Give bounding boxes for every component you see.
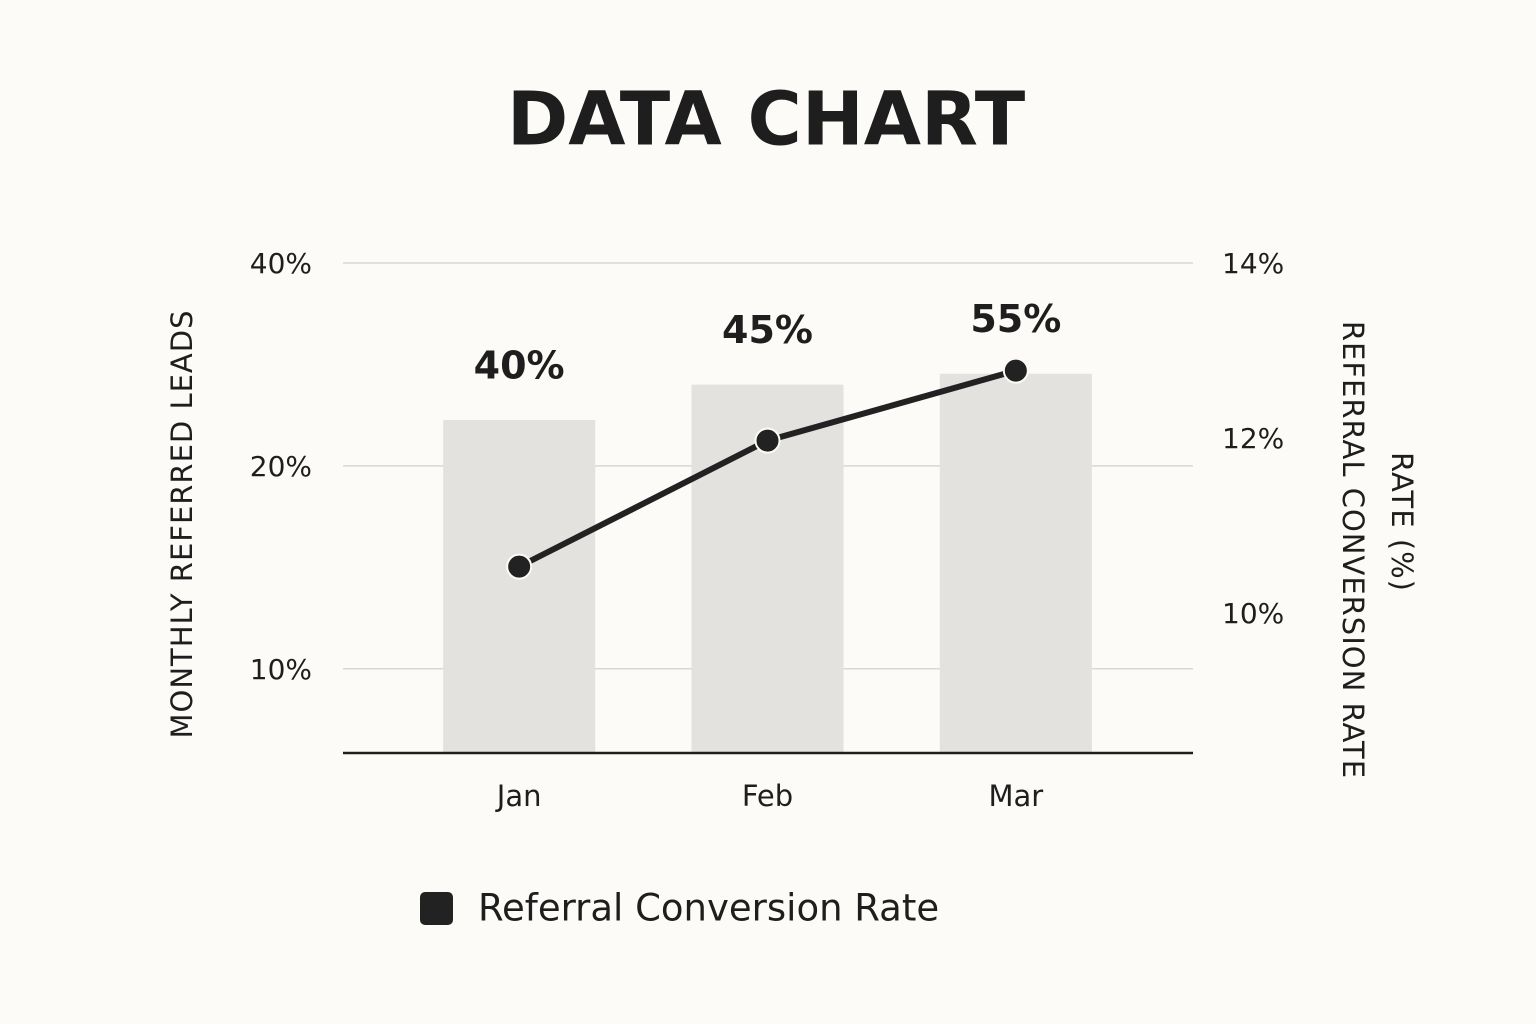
y2-tick-label: 10% — [1222, 597, 1284, 630]
annotation: 40% — [474, 343, 565, 387]
y-tick-label: 10% — [250, 653, 312, 686]
y2-axis-title: RATE (%) — [1385, 452, 1419, 592]
y-tick-label: 20% — [250, 450, 312, 483]
chart-title: DATA CHART — [507, 77, 1026, 163]
annotation: 45% — [722, 308, 813, 352]
annotation: 55% — [970, 297, 1061, 341]
x-tick-label: Jan — [495, 779, 542, 813]
y2-axis-title: REFERRAL CONVERSION RATE — [1336, 321, 1370, 779]
y-tick-label: 40% — [250, 247, 312, 280]
bar — [939, 373, 1092, 753]
y2-tick-label: 14% — [1222, 247, 1284, 280]
bar — [443, 419, 596, 753]
y-axis-title: MONTHLY REFERRED LEADS — [165, 309, 199, 738]
line-point — [1002, 357, 1029, 384]
x-tick-label: Mar — [988, 779, 1043, 813]
legend-label: Referral Conversion Rate — [478, 887, 939, 930]
x-tick-label: Feb — [742, 779, 793, 813]
line-point — [754, 427, 781, 454]
y2-tick-label: 12% — [1222, 422, 1284, 455]
legend-marker — [420, 892, 453, 925]
line-point — [506, 553, 533, 580]
